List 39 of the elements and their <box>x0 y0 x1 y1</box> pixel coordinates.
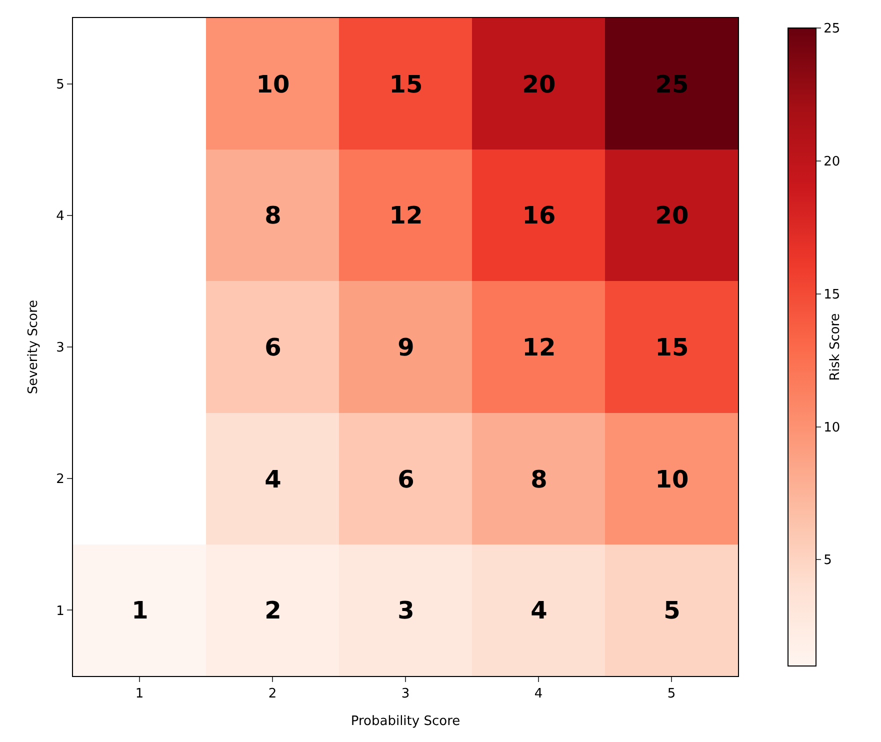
data-label: 8 <box>530 465 548 494</box>
data-label: 2 <box>264 596 282 624</box>
data-label: 12 <box>522 333 556 362</box>
y-tick-label: 5 <box>56 77 64 92</box>
color-bar-label: 5 <box>824 553 832 568</box>
y-tick-label: 2 <box>56 472 64 488</box>
x-axis-title: Probability Score <box>350 714 460 729</box>
data-label: 1 <box>132 596 148 624</box>
data-label: 3 <box>398 596 414 624</box>
color-bar-label: 15 <box>824 287 840 302</box>
color-bar-label: 25 <box>824 22 840 37</box>
data-label: 9 <box>398 333 414 362</box>
data-label: 10 <box>256 70 290 98</box>
color-bar-label: 20 <box>824 154 840 170</box>
data-label: 16 <box>522 201 556 230</box>
data-label: 6 <box>398 465 414 494</box>
data-label: 8 <box>264 201 282 230</box>
y-tick-label: 1 <box>56 604 64 619</box>
data-label: 4 <box>530 596 548 624</box>
data-label: 12 <box>389 201 423 230</box>
data-label: 6 <box>264 333 282 362</box>
data-label: 10 <box>655 465 689 494</box>
y-axis-title: Severity Score <box>26 300 41 394</box>
x-tick-label: 2 <box>268 686 277 702</box>
data-label: 15 <box>389 70 423 98</box>
data-label: 4 <box>264 465 282 494</box>
color-bar-title: Risk Score <box>828 313 843 381</box>
y-tick-label: 4 <box>56 208 64 224</box>
x-tick-label: 4 <box>534 686 543 702</box>
y-tick-label: 3 <box>56 340 64 356</box>
x-tick-label: 1 <box>135 686 144 702</box>
data-label: 15 <box>655 333 689 362</box>
color-bar-label: 10 <box>824 420 840 436</box>
data-label: 25 <box>655 70 689 98</box>
x-tick-label: 3 <box>401 686 410 702</box>
data-label: 20 <box>522 70 556 98</box>
data-label: 20 <box>655 201 689 230</box>
x-tick-label: 5 <box>667 686 676 702</box>
data-label: 5 <box>664 596 680 624</box>
